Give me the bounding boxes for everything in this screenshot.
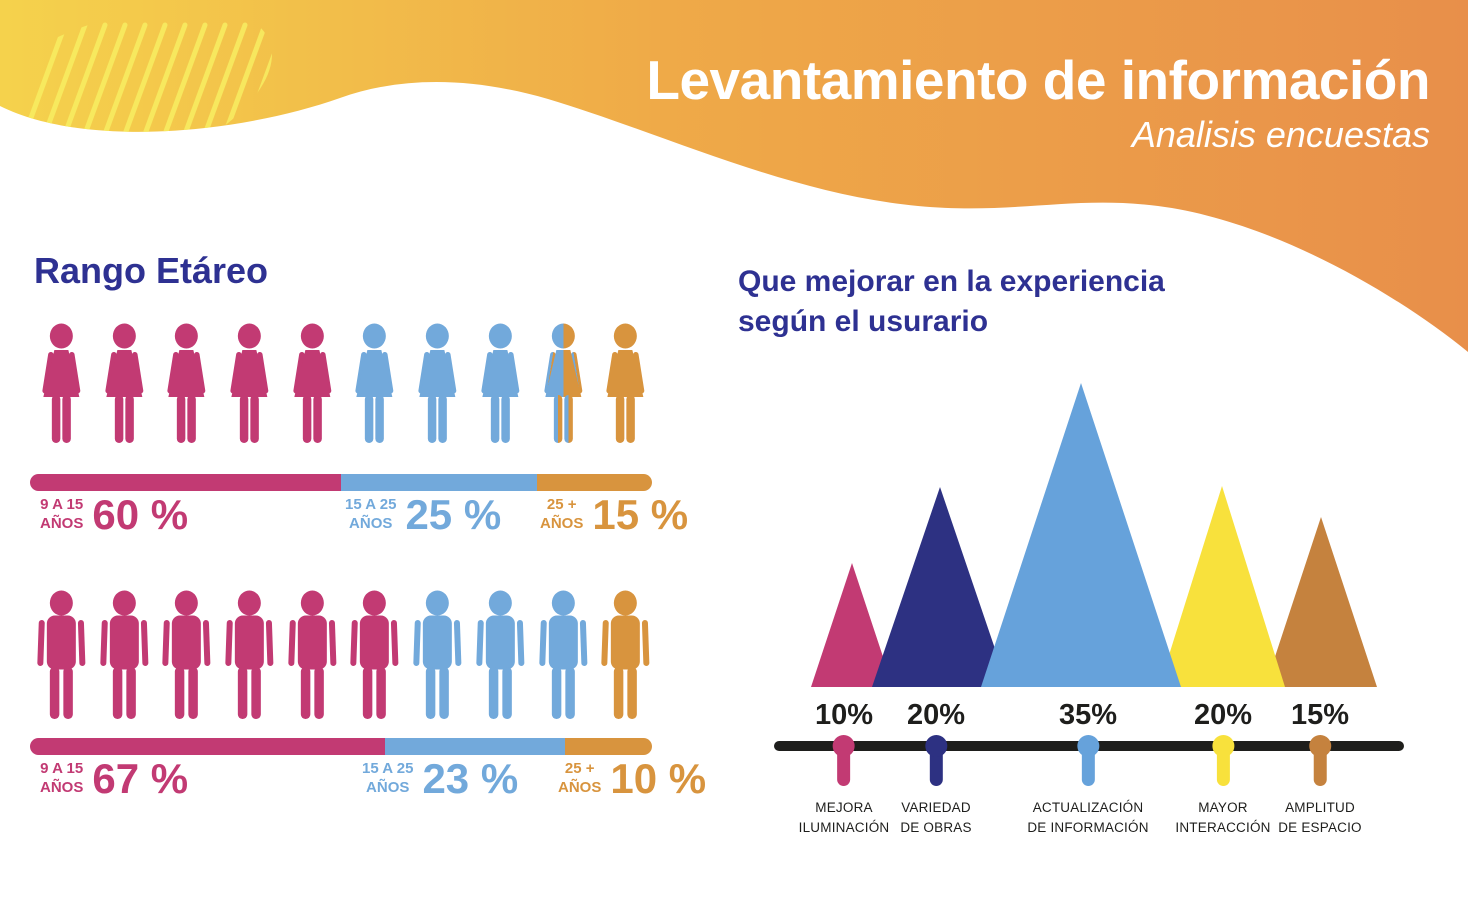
percentage-label: 20% bbox=[1193, 699, 1253, 731]
header-wave bbox=[0, 0, 1468, 352]
pin-marker bbox=[1077, 735, 1099, 786]
person-icon-female bbox=[343, 322, 406, 462]
value-label: 67 % bbox=[92, 755, 189, 802]
person-icon-male bbox=[93, 590, 156, 730]
person-icon-male bbox=[155, 590, 218, 730]
range-label: 9 A 15 AÑOS bbox=[40, 760, 84, 796]
mountain-triangle bbox=[872, 487, 1008, 687]
person-icon-female bbox=[469, 322, 532, 462]
age-bar bbox=[30, 474, 652, 491]
mountain-triangle bbox=[1265, 517, 1377, 687]
person-icon-female bbox=[594, 322, 657, 462]
person-icon-female bbox=[93, 322, 156, 462]
pin-marker bbox=[1309, 735, 1331, 786]
age-segment-label: 9 A 15 AÑOS 60 % bbox=[40, 494, 188, 536]
range-label: 25 + AÑOS bbox=[558, 760, 602, 796]
item-label: ACTUALIZACIÓN DE INFORMACIÓN bbox=[1027, 800, 1149, 835]
person-icon-female bbox=[406, 322, 469, 462]
value-label: 15 % bbox=[592, 491, 689, 538]
pin-marker bbox=[833, 735, 855, 786]
item-label: MEJORA ILUMINACIÓN bbox=[798, 800, 890, 835]
experience-item: 20% MAYOR INTERACCIÓN bbox=[1175, 700, 1270, 837]
person-icon-male bbox=[469, 590, 532, 730]
age-segment-label: 9 A 15 AÑOS 67 % bbox=[40, 758, 188, 800]
person-icon-female bbox=[155, 322, 218, 462]
percentage-label: 35% bbox=[1058, 699, 1118, 731]
page-title: Levantamiento de información bbox=[646, 49, 1430, 111]
age-section-title: Rango Etáreo bbox=[34, 250, 269, 291]
experience-axis-layer: 10% MEJORA ILUMINACIÓN 20% VARIEDAD DE O… bbox=[760, 0, 1468, 900]
experience-title: Que mejorar en la experiencia según el u… bbox=[738, 265, 1165, 338]
person-icon-male bbox=[343, 590, 406, 730]
age-segment-label: 15 A 25 AÑOS 23 % bbox=[362, 758, 518, 800]
range-label: 15 A 25 AÑOS bbox=[345, 496, 397, 532]
percentage-label: 10% bbox=[814, 699, 874, 731]
person-icon-male bbox=[30, 590, 93, 730]
bar-segment bbox=[30, 738, 385, 755]
range-label: 15 A 25 AÑOS bbox=[362, 760, 414, 796]
age-bar-labels: 9 A 15 AÑOS 60 % 15 A 25 AÑOS 25 % 25 + … bbox=[0, 494, 720, 556]
pin-marker bbox=[925, 735, 947, 786]
bar-segment bbox=[341, 474, 537, 491]
experience-item: 20% VARIEDAD DE OBRAS bbox=[900, 700, 971, 837]
person-icon-male bbox=[281, 590, 344, 730]
person-icon-male bbox=[406, 590, 469, 730]
range-label: 9 A 15 AÑOS bbox=[40, 496, 84, 532]
experience-item: 15% AMPLITUD DE ESPACIO bbox=[1278, 700, 1362, 837]
person-icon-female-split bbox=[532, 322, 595, 462]
age-segment-label: 15 A 25 AÑOS 25 % bbox=[345, 494, 501, 536]
person-icon-male bbox=[532, 590, 595, 730]
value-label: 23 % bbox=[422, 755, 519, 802]
person-icon-female bbox=[281, 322, 344, 462]
mountain-triangle bbox=[811, 563, 893, 687]
range-label: 25 + AÑOS bbox=[540, 496, 584, 532]
value-label: 60 % bbox=[92, 491, 189, 538]
item-label: MAYOR INTERACCIÓN bbox=[1175, 800, 1271, 835]
experience-item: 35% ACTUALIZACIÓN DE INFORMACIÓN bbox=[1027, 700, 1148, 837]
age-bar bbox=[30, 738, 652, 755]
figure-row-male bbox=[30, 590, 657, 730]
mountain-triangle bbox=[1159, 486, 1285, 687]
person-icon-female bbox=[218, 322, 281, 462]
figure-row-female bbox=[30, 322, 657, 462]
item-label: AMPLITUD DE ESPACIO bbox=[1278, 800, 1362, 835]
value-label: 25 % bbox=[405, 491, 502, 538]
percentage-label: 20% bbox=[906, 699, 966, 731]
bar-segment bbox=[536, 474, 652, 491]
mountain-triangle bbox=[981, 383, 1181, 687]
header-wave-shape bbox=[0, 0, 1468, 352]
experience-item: 10% MEJORA ILUMINACIÓN bbox=[799, 700, 890, 837]
item-label: VARIEDAD DE OBRAS bbox=[900, 800, 972, 835]
mountain-chart bbox=[811, 383, 1377, 687]
header-text-block: Levantamiento de información Analisis en… bbox=[646, 49, 1430, 156]
age-bar-labels: 9 A 15 AÑOS 67 % 15 A 25 AÑOS 23 % 25 + … bbox=[0, 758, 720, 820]
bar-segment bbox=[384, 738, 565, 755]
person-icon-female bbox=[30, 322, 93, 462]
bar-segment bbox=[30, 474, 341, 491]
age-segment-label: 25 + AÑOS 15 % bbox=[540, 494, 688, 536]
person-icon-male bbox=[218, 590, 281, 730]
page-subtitle: Analisis encuestas bbox=[1131, 113, 1430, 155]
value-label: 10 % bbox=[610, 755, 707, 802]
percentage-label: 15% bbox=[1290, 699, 1350, 731]
age-segment-label: 25 + AÑOS 10 % bbox=[558, 758, 706, 800]
pin-marker bbox=[1212, 735, 1234, 786]
person-icon-male bbox=[594, 590, 657, 730]
bar-segment bbox=[564, 738, 652, 755]
